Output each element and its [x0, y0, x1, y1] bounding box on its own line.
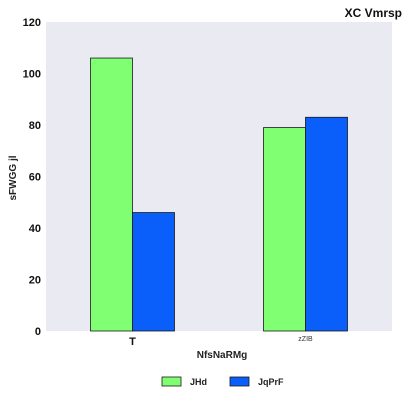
legend-item-JqPrF: JqPrF [229, 376, 284, 387]
x-tick-label: T [129, 336, 136, 348]
y-tick-label: 60 [29, 172, 41, 184]
bar-JqPrF-T [132, 212, 175, 332]
y-axis-title: sFWGG jl [8, 155, 19, 200]
y-tick-label: 20 [29, 275, 41, 287]
y-tick-label: 40 [29, 223, 41, 235]
x-tick-label: zZIB [298, 336, 313, 343]
bar-JqPrF-zZIB [305, 116, 348, 332]
legend-swatch [161, 376, 182, 387]
bar-JHd-zZIB [263, 127, 306, 332]
y-tick-label: 0 [35, 326, 41, 338]
legend-label: JqPrF [258, 377, 284, 387]
y-tick-label: 100 [23, 69, 41, 81]
bar-JHd-T [90, 57, 133, 332]
chart-title: XC Vmrsp [345, 6, 402, 20]
bar-series [90, 57, 348, 332]
y-tick-label: 120 [23, 17, 41, 29]
legend-swatch [229, 376, 250, 387]
legend-item-JHd: JHd [161, 376, 207, 387]
x-axis-title: NfsNaRMg [197, 350, 248, 361]
legend: JHd JqPrF [161, 376, 284, 387]
y-tick-label: 80 [29, 120, 41, 132]
legend-label: JHd [190, 377, 207, 387]
y-axis-ticks: 0 20 40 60 80 100 120 [23, 17, 41, 338]
